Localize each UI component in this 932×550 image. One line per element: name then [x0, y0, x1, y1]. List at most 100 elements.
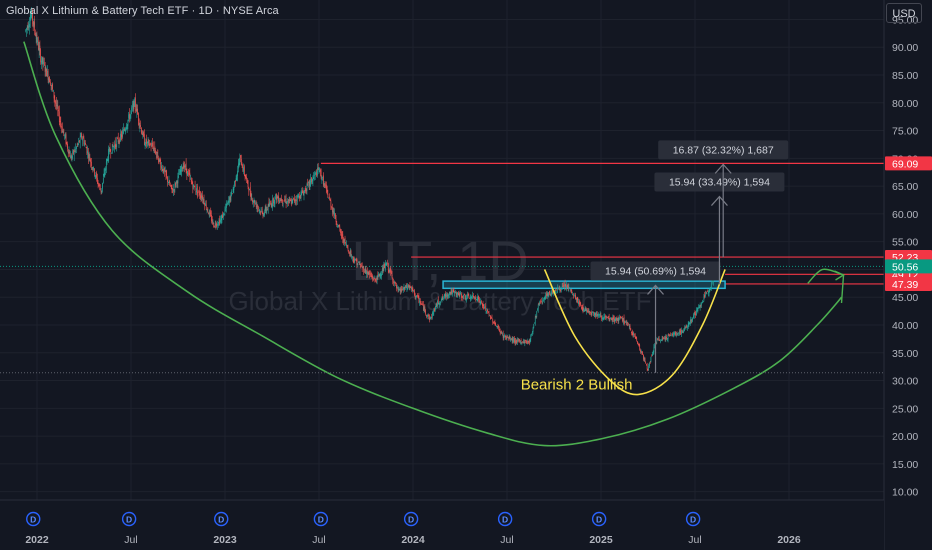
candle-body: [533, 324, 535, 329]
dividend-marker[interactable]: [685, 511, 701, 527]
candle-body: [175, 183, 177, 186]
candle-body: [628, 325, 630, 327]
candle-body: [201, 197, 203, 200]
candle-body: [70, 155, 72, 160]
candle-body: [233, 186, 235, 190]
candle-body: [209, 212, 211, 214]
candle-body: [309, 181, 311, 186]
candle-body: [631, 332, 633, 334]
dividend-marker[interactable]: [214, 511, 229, 527]
candle-body: [370, 275, 372, 277]
dividend-marker[interactable]: [497, 511, 513, 527]
dividend-marker[interactable]: [591, 511, 607, 527]
candle-body: [85, 146, 87, 149]
cup-curve[interactable]: [543, 269, 726, 396]
dividend-marker[interactable]: [121, 511, 137, 527]
candle-body: [289, 199, 291, 201]
candle-body: [325, 185, 326, 187]
candle-body: [340, 229, 341, 233]
resistance-zone-rect[interactable]: [442, 280, 726, 290]
candle-body: [523, 341, 525, 344]
candle-body: [704, 294, 705, 298]
candle-body: [50, 85, 52, 86]
candle-body: [368, 270, 370, 274]
level-price-tag[interactable]: 47.39: [892, 279, 918, 291]
currency-button[interactable]: USD: [886, 3, 922, 23]
measurements[interactable]: 15.94 (50.69%) 1,594 15.94 (33.49%) 1,594…: [590, 140, 789, 373]
level-price-tag[interactable]: 69.09: [892, 158, 918, 170]
candle-body: [139, 125, 141, 127]
price-tick-label: 85.00: [892, 70, 918, 82]
candle-body: [405, 285, 406, 288]
candle-body: [687, 326, 688, 328]
time-axis[interactable]: 2022 Jul 2023 Jul 2024 Jul 2025 Jul 2026 D D D D D D D D: [0, 499, 884, 550]
candle-body: [204, 203, 206, 207]
candle-body: [269, 203, 271, 206]
candle-body: [146, 142, 148, 143]
candle-body: [416, 295, 417, 298]
candle-body: [631, 331, 632, 334]
dividend-marker[interactable]: [313, 511, 329, 527]
candle-body: [185, 165, 186, 168]
candle-body: [632, 333, 634, 336]
candle-body: [241, 167, 243, 168]
current-price-tag-bg[interactable]: [885, 259, 932, 274]
candle-body: [420, 303, 422, 304]
candle-body: [264, 207, 266, 211]
measure-arrowhead: [647, 284, 664, 295]
candle-body: [182, 167, 183, 170]
candle-body: [497, 326, 499, 327]
candle-body: [495, 324, 497, 326]
candle-body: [413, 290, 415, 291]
arc-arrow[interactable]: [807, 268, 844, 284]
candle-body: [95, 174, 97, 177]
cup-pattern[interactable]: Bearish 2 Bullish: [521, 268, 846, 396]
current-price-tag[interactable]: 50.56: [892, 261, 918, 273]
resistance-zone[interactable]: [442, 280, 726, 290]
candle-body: [675, 334, 677, 336]
candle-body: [706, 292, 708, 295]
candle-body: [525, 341, 527, 342]
candle-body: [611, 317, 613, 321]
candle-body: [384, 263, 386, 270]
candle-body: [167, 182, 169, 184]
candle-body: [172, 191, 174, 193]
candle-body: [434, 307, 436, 310]
candle-body: [663, 338, 664, 339]
level-price-tag-bg[interactable]: [885, 156, 932, 171]
candle-body: [199, 191, 200, 196]
candle-body: [476, 299, 478, 301]
dividend-marker[interactable]: [26, 511, 41, 527]
candle-body: [364, 271, 365, 273]
candle-body: [173, 189, 175, 191]
candle-body: [605, 316, 606, 318]
horizontal-levels[interactable]: [0, 162, 884, 374]
price-tick-label: 55.00: [892, 237, 918, 249]
candle-body: [263, 214, 265, 216]
candle-body: [450, 291, 452, 295]
candle-body: [291, 199, 293, 204]
candle-body: [675, 332, 676, 335]
candle-body: [446, 294, 448, 297]
candle-body: [80, 135, 82, 137]
candle-body: [502, 333, 503, 335]
candle-body: [662, 337, 664, 339]
candle-body: [637, 343, 639, 345]
dividend-marker[interactable]: [403, 511, 419, 527]
candle-body: [143, 134, 145, 146]
level-price-tag-bg[interactable]: [885, 276, 932, 291]
candle-body: [126, 127, 127, 130]
candle-body: [585, 307, 587, 311]
candle-body: [660, 340, 662, 341]
candle-body: [337, 226, 338, 227]
candle-body: [232, 188, 234, 193]
candle-body: [510, 339, 511, 341]
candle-body: [680, 331, 682, 333]
candle-body: [587, 311, 589, 313]
candle-body: [311, 179, 313, 184]
cup-label: Bearish 2 Bullish: [521, 376, 633, 393]
price-axis[interactable]: 95.0090.0085.0080.0075.0070.0065.0060.00…: [883, 0, 932, 550]
candle-body: [475, 299, 477, 301]
candle-body: [318, 170, 320, 173]
